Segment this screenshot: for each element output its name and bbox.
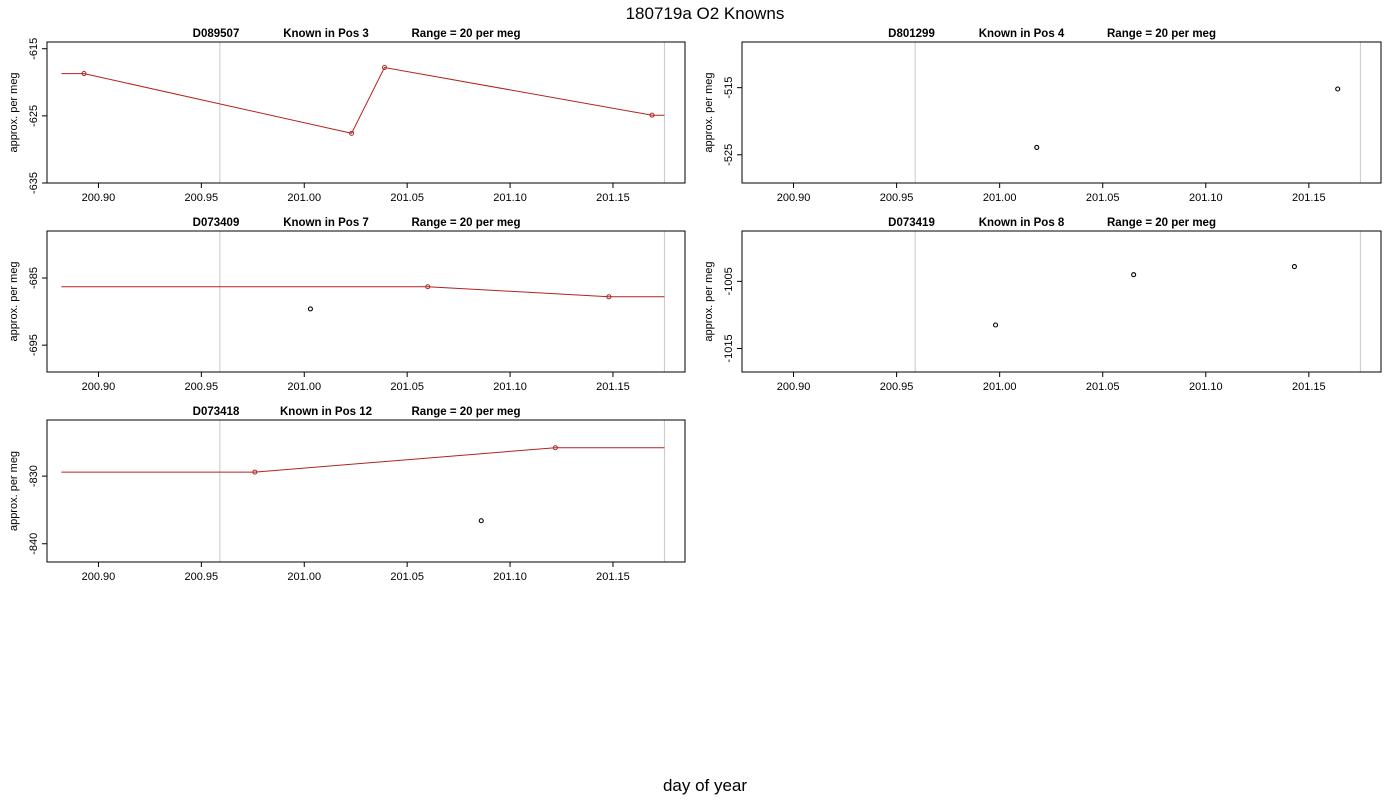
panel-D089507: D089507 Known in Pos 3 Range = 20 per meg 2… [8, 28, 686, 204]
y-axis-label: approx. per meg [703, 72, 715, 152]
y-axis-label: approx. per meg [8, 72, 20, 152]
x-tick-label: 201.05 [1086, 381, 1120, 393]
panel-title-position: Known in Pos 8 [979, 217, 1065, 229]
plot-box [46, 41, 686, 184]
data-point-black [1335, 86, 1341, 92]
panel-title-position: Known in Pos 4 [979, 28, 1065, 40]
panel-title-position: Known in Pos 12 [280, 406, 372, 418]
x-tick-label: 200.90 [82, 192, 116, 204]
x-tick-label: 201.00 [287, 381, 321, 393]
panel-D073418: D073418 Known in Pos 12 Range = 20 per meg… [8, 406, 686, 583]
data-point-red [649, 112, 655, 118]
panels: D089507 Known in Pos 3 Range = 20 per meg 2… [8, 28, 1382, 583]
y-tick-label: -695 [28, 334, 40, 356]
x-tick-label: 201.15 [596, 571, 630, 583]
x-tick-label: 201.00 [983, 381, 1017, 393]
series-line [61, 286, 665, 298]
data-point-red [382, 65, 388, 71]
panel-title-id: D801299 [888, 28, 935, 40]
panel-D073419: D073419 Known in Pos 8 Range = 20 per meg 2… [703, 217, 1382, 393]
series-line [61, 447, 665, 473]
x-tick-label: 200.95 [185, 571, 219, 583]
y-axis-label: approx. per meg [703, 261, 715, 341]
panel-title-position: Known in Pos 3 [283, 28, 369, 40]
x-tick-label: 201.05 [390, 381, 424, 393]
x-tick-label: 200.90 [82, 571, 116, 583]
series-line [61, 66, 665, 134]
y-tick-label: -635 [28, 172, 40, 194]
figure-title: 180719a O2 Knowns [626, 4, 785, 23]
x-tick-label: 200.95 [185, 192, 219, 204]
plot-box [741, 230, 1382, 373]
plot-box [46, 230, 686, 373]
x-tick-label: 201.10 [1189, 381, 1223, 393]
panel-title-id: D089507 [193, 28, 240, 40]
panel-title-range: Range = 20 per meg [1107, 217, 1216, 229]
x-tick-label: 200.90 [777, 192, 811, 204]
panel-title-id: D073418 [193, 406, 240, 418]
y-tick-label: -1005 [723, 267, 735, 295]
x-tick-label: 201.00 [287, 192, 321, 204]
panel-title-range: Range = 20 per meg [412, 217, 521, 229]
plot-box [46, 419, 686, 563]
x-tick-label: 201.15 [596, 381, 630, 393]
y-tick-label: -830 [28, 465, 40, 487]
data-point-red [606, 294, 612, 300]
y-tick-label: -1015 [723, 334, 735, 362]
x-tick-label: 201.10 [493, 192, 527, 204]
data-point-black [478, 518, 484, 524]
x-tick-label: 201.05 [1086, 192, 1120, 204]
x-tick-label: 201.10 [493, 571, 527, 583]
x-tick-label: 201.15 [1292, 381, 1326, 393]
panel-title-id: D073419 [888, 217, 935, 229]
x-tick-label: 201.05 [390, 192, 424, 204]
x-tick-label: 201.15 [1292, 192, 1326, 204]
x-axis-label: day of year [663, 776, 747, 795]
panel-D801299: D801299 Known in Pos 4 Range = 20 per meg 2… [703, 28, 1382, 204]
y-tick-label: -685 [28, 267, 40, 289]
y-tick-label: -615 [28, 38, 40, 60]
y-tick-label: -625 [28, 105, 40, 127]
plot-box [741, 41, 1382, 184]
x-tick-label: 200.90 [777, 381, 811, 393]
data-point-red [425, 284, 431, 290]
panel-title-range: Range = 20 per meg [1107, 28, 1216, 40]
y-tick-label: -840 [28, 533, 40, 555]
panel-title-id: D073409 [193, 217, 240, 229]
data-point-black [1291, 264, 1297, 270]
x-tick-label: 201.10 [1189, 192, 1223, 204]
x-tick-label: 201.10 [493, 381, 527, 393]
x-tick-label: 200.95 [880, 381, 914, 393]
panel-D073409: D073409 Known in Pos 7 Range = 20 per meg 2… [8, 217, 686, 393]
y-axis-label: approx. per meg [8, 261, 20, 341]
y-tick-label: -515 [723, 77, 735, 99]
data-point-red [81, 71, 87, 77]
data-point-black [992, 322, 999, 328]
data-point-red [552, 445, 558, 451]
x-tick-label: 200.95 [185, 381, 219, 393]
data-point-black [307, 306, 313, 312]
y-tick-label: -525 [723, 144, 735, 166]
data-point-red [252, 469, 258, 475]
x-tick-label: 201.00 [983, 192, 1017, 204]
x-tick-label: 201.00 [287, 571, 321, 583]
x-tick-label: 200.90 [82, 381, 116, 393]
data-point-black [1131, 272, 1137, 278]
panel-title-range: Range = 20 per meg [412, 28, 521, 40]
panel-title-position: Known in Pos 7 [283, 217, 369, 229]
x-tick-label: 201.15 [596, 192, 630, 204]
data-point-red [349, 130, 355, 136]
panel-title-range: Range = 20 per meg [412, 406, 521, 418]
x-tick-label: 201.05 [390, 571, 424, 583]
x-tick-label: 200.95 [880, 192, 914, 204]
data-point-black [1034, 144, 1040, 150]
y-axis-label: approx. per meg [8, 451, 20, 531]
